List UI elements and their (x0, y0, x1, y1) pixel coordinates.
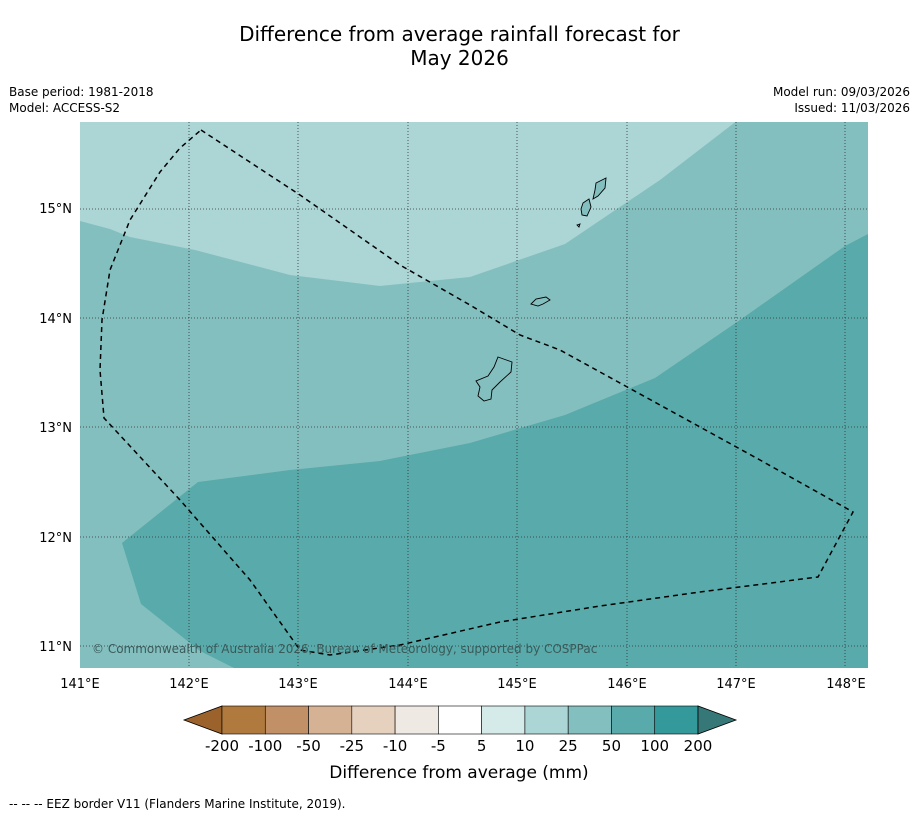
issued-text: Issued: 11/03/2026 (794, 101, 910, 115)
colorbar-segment (654, 705, 699, 735)
colorbar-segment (438, 705, 482, 735)
saipan-island (592, 177, 607, 200)
colorbar-tick-labels: -200 -100 -50 -25 -10 -5 5 10 25 50 100 200 (205, 737, 712, 755)
colorbar-tick-label: -25 (340, 737, 365, 755)
guam-island (475, 356, 513, 402)
left-metadata: Base period: 1981-2018 Model: ACCESS-S2 (9, 84, 154, 116)
model-text: Model: ACCESS-S2 (9, 101, 121, 115)
colorbar-segment (221, 705, 266, 735)
colorbar-segment (308, 705, 353, 735)
islands (475, 177, 607, 402)
colorbar-tick-label: 50 (602, 737, 621, 755)
chart-title: Difference from average rainfall forecas… (0, 22, 919, 70)
colorbar-extend-high (697, 705, 738, 735)
colorbar-tick-label: 25 (559, 737, 578, 755)
colorbar-segment (524, 705, 569, 735)
lon-label: 143°E (278, 677, 318, 692)
copyright-text: © Commonwealth of Australia 2026, Bureau… (92, 642, 597, 656)
colorbar-tick-label: -200 (205, 737, 239, 755)
colorbar-segment (567, 705, 612, 735)
colorbar (182, 705, 738, 735)
colorbar-tick-label: 10 (515, 737, 534, 755)
lat-label: 13°N (39, 421, 72, 436)
zone-50-100 (122, 234, 868, 668)
lon-label: 146°E (607, 677, 647, 692)
colorbar-tick-label: 200 (684, 737, 713, 755)
colorbar-segment (481, 705, 526, 735)
lon-label: 142°E (169, 677, 209, 692)
graticule (80, 122, 868, 668)
longitude-labels: 141°E 142°E 143°E 144°E 145°E 146°E 147°… (60, 677, 866, 692)
rota-island (530, 296, 551, 307)
lat-label: 14°N (39, 312, 72, 327)
title-line-2: May 2026 (410, 46, 509, 70)
lon-label: 145°E (497, 677, 537, 692)
lat-label: 11°N (39, 640, 72, 655)
colorbar-tick-label: 5 (477, 737, 487, 755)
colorbar-tick-label: -100 (248, 737, 282, 755)
colorbar-tick-label: -50 (296, 737, 321, 755)
lon-label: 144°E (388, 677, 428, 692)
map-area: © Commonwealth of Australia 2026, Bureau… (80, 122, 868, 668)
colorbar-segment (351, 705, 396, 735)
colorbar-tick-label: -5 (431, 737, 446, 755)
colorbar-tick-label: -10 (383, 737, 408, 755)
tinian-island (580, 198, 592, 217)
eez-border (99, 129, 855, 656)
colorbar-extend-low (182, 705, 223, 735)
colorbar-segment (264, 705, 309, 735)
lon-label: 148°E (826, 677, 866, 692)
colorbar-label: Difference from average (mm) (329, 763, 588, 783)
lon-label: 147°E (716, 677, 756, 692)
lat-label: 15°N (39, 202, 72, 217)
base-period-text: Base period: 1981-2018 (9, 85, 154, 99)
model-run-text: Model run: 09/03/2026 (772, 85, 910, 99)
lat-label: 12°N (39, 531, 72, 546)
aguijan-island (576, 223, 581, 228)
colorbar-tick-label: 100 (640, 737, 669, 755)
latitude-labels: 15°N 14°N 13°N 12°N 11°N (39, 202, 72, 655)
right-metadata: Model run: 09/03/2026 Issued: 11/03/2026 (773, 84, 910, 116)
eez-footnote: -- -- -- EEZ border V11 (Flanders Marine… (9, 797, 346, 811)
colorbar-segment (394, 705, 439, 735)
colorbar-segment (611, 705, 656, 735)
lon-label: 141°E (60, 677, 100, 692)
title-line-1: Difference from average rainfall forecas… (239, 22, 680, 46)
